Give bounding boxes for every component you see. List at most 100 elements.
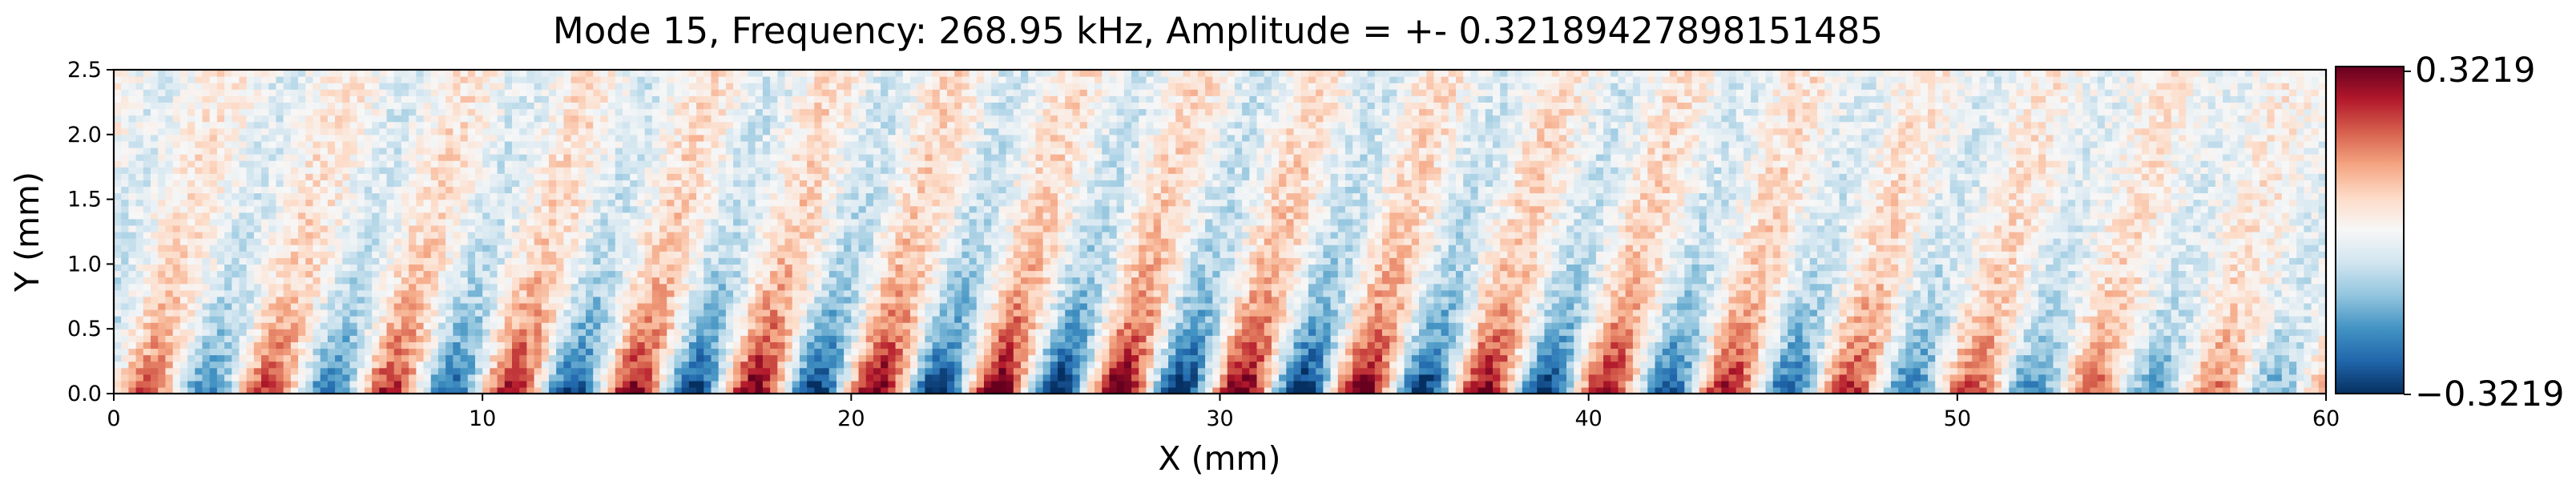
heatmap-cell [873,367,881,375]
heatmap-cell [2002,386,2010,394]
heatmap-cell [1160,361,1169,369]
heatmap-cell [1544,380,1553,388]
heatmap-cell [2060,374,2069,382]
heatmap-cell [851,367,860,375]
heatmap-cell [364,367,373,375]
heatmap-cell [1788,296,1796,304]
heatmap-cell [1507,322,1516,329]
heatmap-cell [917,348,925,356]
heatmap-cell [1271,302,1280,310]
heatmap-cell [1006,354,1014,362]
heatmap-cell [792,329,800,336]
heatmap-cell [1655,322,1663,329]
heatmap-cell [453,348,462,356]
heatmap-cell [261,386,269,394]
heatmap-cell [2193,374,2202,382]
heatmap-cell [497,283,506,291]
heatmap-cell [2023,361,2032,369]
heatmap-cell [821,309,830,317]
heatmap-cell [1772,289,1781,297]
heatmap-cell [1197,289,1206,297]
heatmap-cell [364,302,373,310]
heatmap-cell [386,316,395,323]
heatmap-cell [1065,348,1074,356]
heatmap-cell [1470,335,1479,342]
heatmap-cell [1426,367,1434,375]
heatmap-cell [1986,309,1995,317]
heatmap-cell [2230,309,2239,317]
heatmap-cell [1824,322,1832,329]
heatmap-cell [888,329,897,336]
heatmap-cell [1013,283,1022,291]
heatmap-cell [1647,309,1656,317]
heatmap-cell [1006,386,1014,394]
heatmap-cell [114,322,122,329]
heatmap-cell [1197,322,1206,329]
heatmap-cell [991,380,999,388]
heatmap-cell [1470,289,1479,297]
heatmap-cell [1611,335,1619,342]
heatmap-cell [1463,335,1472,342]
heatmap-cell [725,341,734,350]
heatmap-cell [2127,316,2135,323]
heatmap-cell [637,335,646,342]
heatmap-cell [1234,283,1243,291]
heatmap-cell [1463,348,1472,356]
heatmap-cell [2274,309,2283,317]
heatmap-cell [1102,367,1111,375]
heatmap-cell [1160,322,1169,329]
heatmap-cell [1050,316,1058,323]
heatmap-cell [1139,289,1147,297]
heatmap-cell [873,354,881,362]
heatmap-cell [1316,283,1324,291]
heatmap-cell [1993,309,2002,317]
heatmap-cell [1640,380,1648,388]
heatmap-cell [1308,335,1316,342]
heatmap-cell [2274,335,2283,342]
heatmap-cell [1853,354,1862,362]
heatmap-cell [1079,386,1088,394]
heatmap-cell [1699,322,1707,329]
heatmap-cell [1832,309,1840,317]
heatmap-cell [991,289,999,297]
heatmap-cell [556,341,564,350]
heatmap-cell [983,322,992,329]
heatmap-cell [674,354,683,362]
heatmap-cell [600,361,609,369]
heatmap-cell [807,289,815,297]
heatmap-cell [836,354,845,362]
heatmap-cell [165,367,174,375]
heatmap-cell [239,386,248,394]
heatmap-cell [1219,348,1228,356]
heatmap-cell [976,296,985,304]
heatmap-cell [696,374,704,382]
heatmap-cell [688,354,697,362]
heatmap-cell [1072,354,1081,362]
heatmap-cell [1102,348,1111,356]
heatmap-cell [2215,335,2223,342]
heatmap-cell [2127,309,2135,317]
heatmap-cell [1809,296,1818,304]
heatmap-cell [2134,302,2143,310]
heatmap-cell [1448,335,1457,342]
heatmap-cell [305,335,314,342]
heatmap-cell [1477,386,1486,394]
heatmap-cell [1242,335,1250,342]
heatmap-cell [437,386,446,394]
heatmap-cell [2075,341,2083,350]
heatmap-cell [1316,380,1324,388]
heatmap-cell [1271,283,1280,291]
heatmap-cell [1611,361,1619,369]
heatmap-cell [630,335,639,342]
heatmap-cell [570,354,579,362]
heatmap-cell [1094,289,1103,297]
heatmap-cell [1788,302,1796,310]
heatmap-cell [2200,296,2209,304]
heatmap-cell [1131,361,1139,369]
heatmap-cell [1699,380,1707,388]
heatmap-cell [1714,354,1722,362]
heatmap-cell [2016,329,2025,336]
heatmap-cell [851,296,860,304]
heatmap-cell [1869,386,1877,394]
heatmap-cell [379,386,388,394]
